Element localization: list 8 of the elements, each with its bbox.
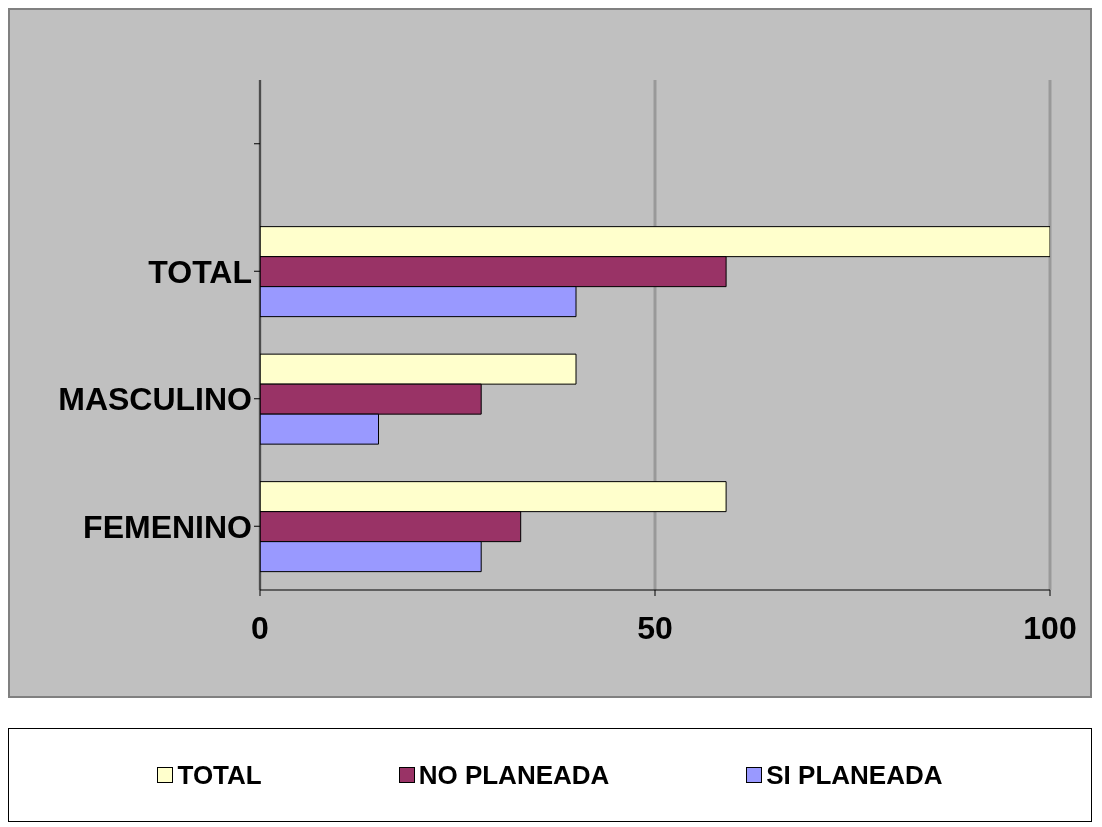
y-tick-label: FEMENINO [83, 508, 252, 545]
x-tick-label: 50 [637, 609, 673, 646]
x-tick-label: 100 [1023, 609, 1077, 646]
legend-label: SI PLANEADA [766, 759, 943, 791]
x-tick-label: 0 [251, 609, 269, 646]
y-tick-label: MASCULINO [58, 381, 252, 418]
y-tick-label: TOTAL [148, 253, 252, 290]
legend-label: NO PLANEADA [418, 759, 610, 791]
